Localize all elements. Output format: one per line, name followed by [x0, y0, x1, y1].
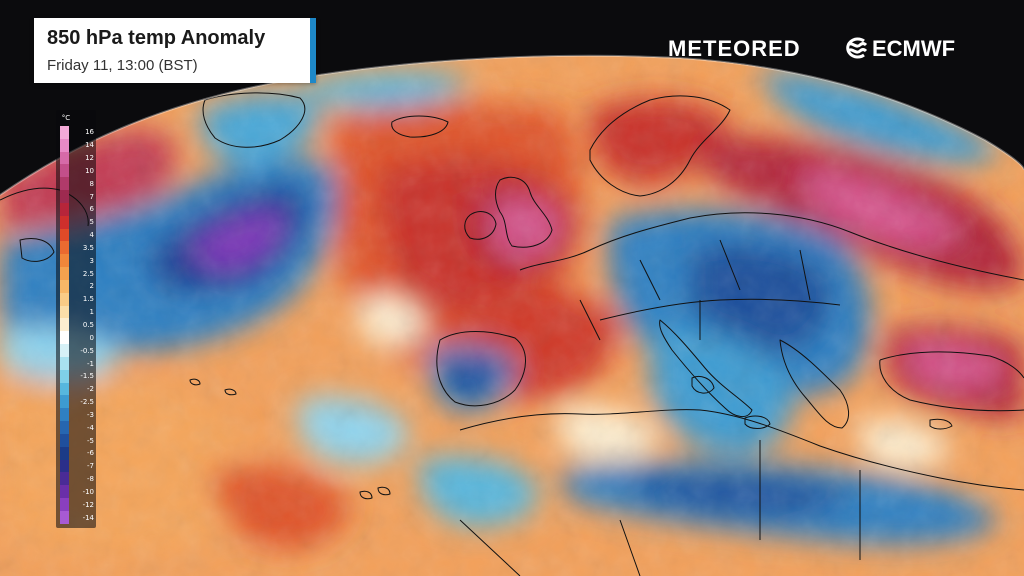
legend-label: 6	[89, 205, 94, 214]
legend-swatch	[60, 459, 69, 473]
legend-swatch	[60, 382, 69, 396]
legend-swatch	[60, 241, 69, 255]
legend-swatch	[60, 395, 69, 409]
legend-swatch	[60, 177, 69, 191]
legend-label: 7	[89, 192, 94, 201]
legend-label: -2	[87, 385, 94, 394]
title-panel: 850 hPa temp Anomaly Friday 11, 13:00 (B…	[34, 18, 316, 83]
legend-swatch	[60, 267, 69, 280]
coastlines	[0, 92, 1024, 576]
legend-swatch	[60, 356, 69, 370]
legend-unit: °C	[61, 114, 71, 122]
legend-label: -5	[87, 436, 94, 445]
legend-label: -7	[87, 462, 94, 471]
legend-label: -1.5	[80, 372, 94, 381]
legend-labels: 16 14 12 10 8 7 6 5 4 3.5 3 2.5 2 1.5 1 0.5 0 -0.5 -1 -1.5 -…	[70, 126, 94, 524]
legend-swatch	[60, 279, 69, 293]
legend-swatch	[60, 292, 69, 306]
legend-color-bar	[60, 126, 69, 524]
legend-label: 16	[85, 128, 94, 137]
legend-label: 8	[89, 179, 94, 188]
legend-label: 14	[85, 141, 94, 150]
color-legend: °C 16 14 12 10 8 7 6 5 4 3.5 3 2.5 2 1.5 1 0.5 0 -0.5 -1 -1…	[56, 110, 96, 528]
legend-swatch	[60, 485, 69, 499]
legend-swatch	[60, 433, 69, 447]
legend-swatch	[60, 421, 69, 434]
legend-swatch	[60, 254, 69, 268]
legend-swatch	[60, 408, 69, 422]
legend-label: -3	[87, 410, 94, 419]
legend-label: 2.5	[82, 269, 94, 278]
legend-swatch	[60, 138, 69, 152]
legend-swatch	[60, 164, 69, 178]
legend-swatch	[60, 510, 69, 524]
legend-label: 0.5	[82, 321, 94, 329]
legend-label: -12	[82, 500, 94, 509]
legend-label: -8	[87, 475, 94, 484]
legend-swatch	[60, 126, 69, 139]
legend-label: -2.5	[80, 398, 94, 407]
legend-swatch	[60, 215, 69, 229]
legend-swatch	[60, 344, 69, 357]
legend-swatch	[60, 472, 69, 486]
legend-swatch	[60, 446, 69, 460]
legend-label: -4	[87, 423, 94, 432]
legend-label: -1	[87, 359, 94, 368]
legend-label: 3	[89, 256, 94, 265]
map-title: 850 hPa temp Anomaly	[47, 27, 266, 49]
legend-swatch	[60, 331, 69, 345]
legend-swatch	[60, 228, 69, 242]
legend-label: -14	[82, 513, 94, 522]
legend-label: 1.5	[82, 295, 94, 304]
legend-label: 2	[89, 282, 94, 291]
legend-swatch	[60, 318, 69, 332]
legend-swatch	[60, 498, 69, 511]
globe-limb	[0, 54, 1024, 196]
ecmwf-wordmark: ECMWF	[872, 36, 956, 61]
legend-swatch	[60, 202, 69, 216]
legend-swatch	[60, 369, 69, 383]
legend-swatch	[60, 151, 69, 165]
legend-label: 1	[89, 308, 94, 317]
map-subtitle: Friday 11, 13:00 (BST)	[47, 57, 198, 74]
legend-swatch	[60, 190, 69, 203]
legend-label: 5	[89, 218, 94, 227]
legend-label: 0	[89, 333, 94, 342]
legend-label: 12	[85, 154, 94, 163]
meteored-logo: METEORED	[668, 36, 801, 61]
ecmwf-logo-icon	[846, 37, 868, 59]
legend-label: 4	[89, 231, 94, 240]
legend-swatch	[60, 305, 69, 319]
legend-label: -0.5	[80, 346, 94, 355]
legend-label: 3.5	[82, 243, 94, 252]
legend-label: 10	[85, 166, 94, 175]
legend-label: -10	[82, 487, 94, 496]
legend-label: -6	[87, 449, 94, 458]
